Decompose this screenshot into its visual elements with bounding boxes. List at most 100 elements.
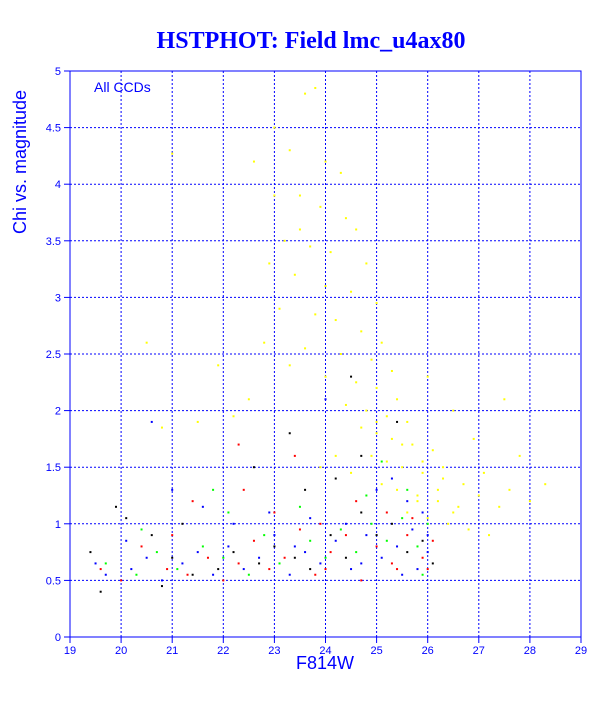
data-point (376, 432, 378, 434)
data-point (427, 376, 429, 378)
data-point (411, 517, 413, 519)
data-point (141, 545, 143, 547)
data-point (268, 262, 270, 264)
data-point (452, 511, 454, 513)
data-point (151, 534, 153, 536)
data-point (233, 551, 235, 553)
data-point (457, 506, 459, 508)
data-point (345, 557, 347, 559)
data-point (197, 551, 199, 553)
data-point (130, 568, 132, 570)
data-point (335, 478, 337, 480)
data-point (161, 585, 163, 587)
data-point (304, 347, 306, 349)
data-point (442, 478, 444, 480)
data-point (427, 523, 429, 525)
data-point (391, 523, 393, 525)
data-point (100, 568, 102, 570)
data-point (391, 438, 393, 440)
data-point (386, 461, 388, 463)
x-tick-label: 26 (422, 645, 434, 657)
scatter-points (89, 87, 546, 593)
y-tick-label: 3.5 (46, 236, 61, 248)
data-point (89, 551, 91, 553)
data-point (360, 427, 362, 429)
data-point (181, 562, 183, 564)
data-point (309, 540, 311, 542)
data-point (416, 495, 418, 497)
data-point (325, 285, 327, 287)
data-point (340, 172, 342, 174)
data-point (273, 127, 275, 129)
data-point (396, 421, 398, 423)
data-point (422, 557, 424, 559)
data-point (161, 427, 163, 429)
data-point (396, 568, 398, 570)
y-tick-label: 5 (55, 66, 61, 78)
data-point (422, 472, 424, 474)
data-point (355, 551, 357, 553)
x-axis-label: F814W (296, 653, 354, 673)
data-point (360, 562, 362, 564)
data-point (273, 511, 275, 513)
data-point (294, 557, 296, 559)
data-point (217, 568, 219, 570)
y-tick-label: 0 (55, 632, 61, 644)
data-point (376, 489, 378, 491)
data-point (386, 540, 388, 542)
data-point (340, 353, 342, 355)
x-tick-label: 28 (524, 645, 536, 657)
data-point (319, 523, 321, 525)
data-point (396, 398, 398, 400)
data-point (289, 149, 291, 151)
data-point (171, 489, 173, 491)
data-point (416, 500, 418, 502)
data-point (422, 511, 424, 513)
data-point (192, 574, 194, 576)
data-point (401, 444, 403, 446)
data-point (406, 489, 408, 491)
data-point (319, 466, 321, 468)
data-point (238, 562, 240, 564)
data-point (258, 562, 260, 564)
data-point (498, 506, 500, 508)
y-tick-label: 1 (55, 519, 61, 531)
x-tick-label: 23 (268, 645, 280, 657)
data-point (370, 455, 372, 457)
data-point (146, 557, 148, 559)
data-point (478, 495, 480, 497)
y-tick-label: 3 (55, 292, 61, 304)
data-point (299, 528, 301, 530)
data-point (519, 455, 521, 457)
data-point (401, 574, 403, 576)
data-point (253, 540, 255, 542)
data-point (222, 557, 224, 559)
data-point (105, 574, 107, 576)
data-point (263, 342, 265, 344)
data-point (192, 500, 194, 502)
data-point (391, 562, 393, 564)
data-point (273, 534, 275, 536)
y-tick-label: 1.5 (46, 462, 61, 474)
data-point (279, 562, 281, 564)
data-point (125, 517, 127, 519)
data-point (325, 161, 327, 163)
data-point (212, 489, 214, 491)
data-point (319, 206, 321, 208)
data-point (365, 534, 367, 536)
data-point (125, 540, 127, 542)
x-tick-label: 29 (575, 645, 587, 657)
data-point (391, 478, 393, 480)
data-point (396, 489, 398, 491)
data-point (248, 398, 250, 400)
data-point (309, 517, 311, 519)
data-point (268, 511, 270, 513)
data-point (314, 87, 316, 89)
data-point (406, 421, 408, 423)
data-point (416, 545, 418, 547)
data-point (355, 381, 357, 383)
data-point (330, 551, 332, 553)
data-point (166, 568, 168, 570)
data-point (233, 523, 235, 525)
data-point (294, 274, 296, 276)
